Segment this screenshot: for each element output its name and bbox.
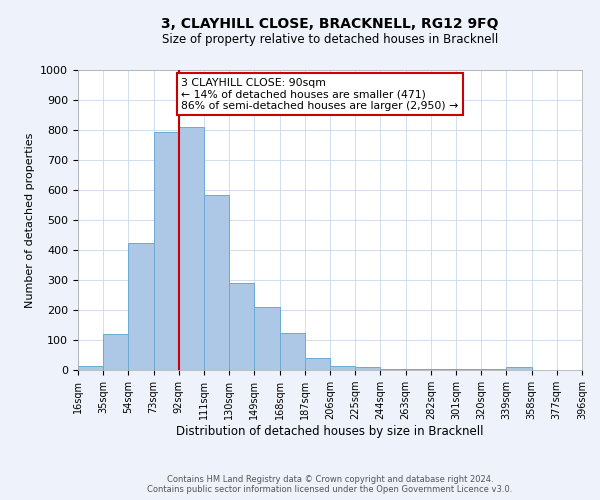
Bar: [229, 283, 254, 370]
Text: 3 CLAYHILL CLOSE: 90sqm
← 14% of detached houses are smaller (471)
86% of semi-d: 3 CLAYHILL CLOSE: 90sqm ← 14% of detache…: [181, 78, 459, 110]
X-axis label: Distribution of detached houses by size in Bracknell: Distribution of detached houses by size …: [176, 425, 484, 438]
Text: 3, CLAYHILL CLOSE, BRACKNELL, RG12 9FQ: 3, CLAYHILL CLOSE, BRACKNELL, RG12 9FQ: [161, 18, 499, 32]
Bar: [128, 242, 154, 370]
Bar: [103, 334, 128, 370]
Bar: [280, 332, 305, 370]
Bar: [179, 127, 204, 370]
Bar: [506, 367, 532, 370]
Bar: [330, 366, 355, 370]
Y-axis label: Number of detached properties: Number of detached properties: [25, 132, 35, 308]
Bar: [305, 358, 330, 370]
Bar: [355, 367, 380, 370]
Bar: [254, 307, 280, 370]
Text: Size of property relative to detached houses in Bracknell: Size of property relative to detached ho…: [162, 32, 498, 46]
Bar: [204, 194, 229, 370]
Bar: [78, 366, 103, 370]
Bar: [154, 132, 179, 370]
Text: Contains HM Land Registry data © Crown copyright and database right 2024.
Contai: Contains HM Land Registry data © Crown c…: [148, 474, 512, 494]
